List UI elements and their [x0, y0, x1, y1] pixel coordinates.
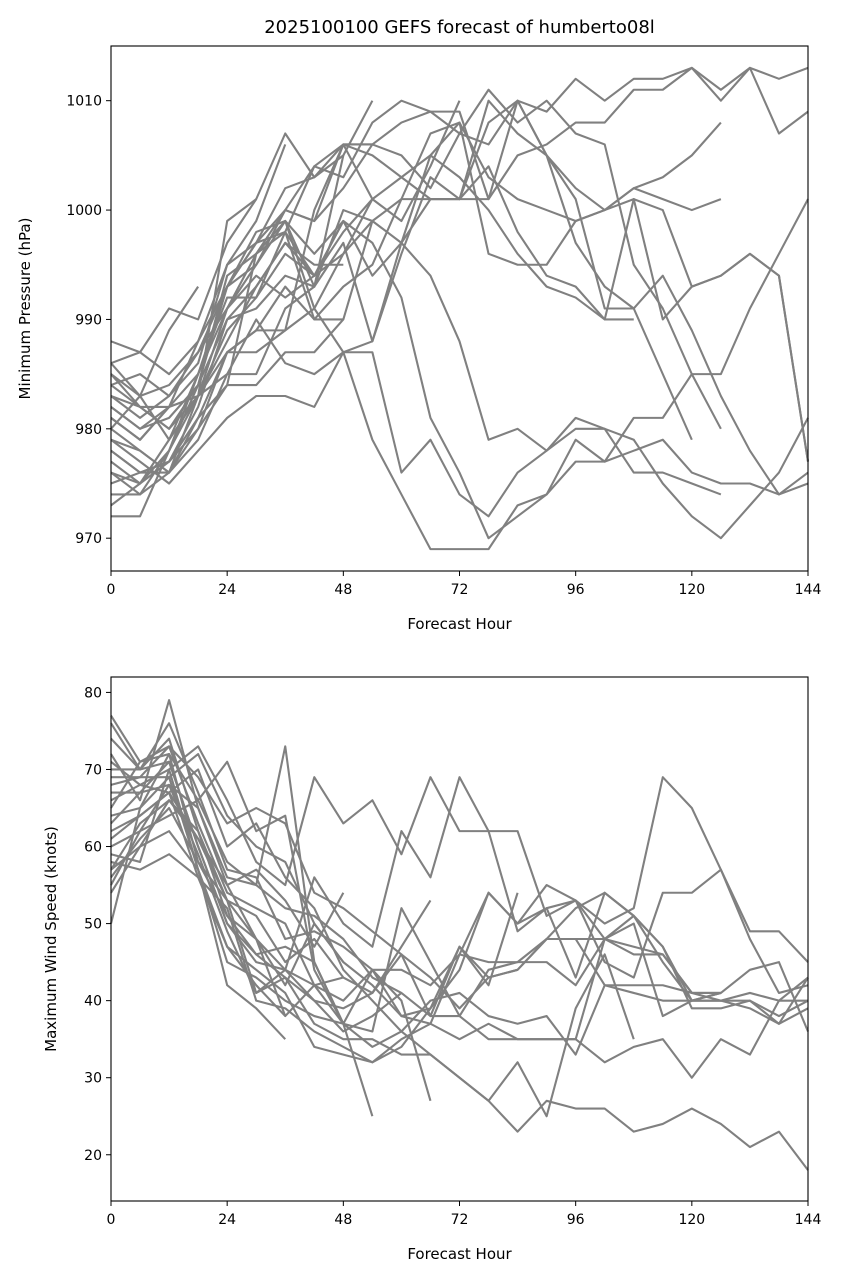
wind-x-tick-label: 0: [107, 1212, 116, 1228]
pressure-y-axis-label: Minimum Pressure (hPa): [16, 218, 34, 400]
wind-series-line-14: [110, 768, 721, 1064]
pressure-x-tick-label: 144: [795, 582, 822, 598]
wind-x-ticks: 0 24 48 72 96 120 144: [107, 1201, 822, 1228]
wind-x-tick-label: 48: [334, 1212, 352, 1228]
wind-series-line-7: [110, 745, 809, 994]
wind-series-group: [109, 699, 809, 1171]
pressure-series-line-21: [110, 219, 345, 398]
pressure-x-tick-label: 72: [451, 582, 469, 598]
wind-series-line-8: [110, 745, 809, 1025]
pressure-series-line-25: [110, 286, 200, 430]
wind-series-line-19: [111, 776, 344, 1025]
pressure-y-tick-label: 1000: [66, 203, 102, 219]
wind-x-tick-label: 144: [795, 1212, 822, 1228]
pressure-x-ticks: 0 24 48 72 96 120 144: [107, 571, 822, 598]
pressure-x-tick-label: 96: [567, 582, 585, 598]
pressure-series-line-9: [110, 351, 809, 551]
wind-y-tick-label: 60: [84, 840, 102, 856]
wind-series-line-22: [110, 806, 345, 987]
wind-series-line-6: [110, 753, 809, 1018]
wind-series-line-20: [110, 760, 344, 1018]
wind-y-tick-label: 20: [84, 1148, 102, 1164]
pressure-x-tick-label: 120: [678, 582, 705, 598]
pressure-y-tick-label: 990: [75, 312, 102, 328]
wind-series-line-23: [110, 830, 287, 1040]
wind-y-tick-label: 50: [84, 917, 102, 933]
chart-title: 2025100100 GEFS forecast of humberto08l: [264, 17, 655, 38]
wind-x-axis-label: Forecast Hour: [407, 1245, 512, 1263]
pressure-x-tick-label: 0: [107, 582, 116, 598]
pressure-plot-frame: [110, 45, 809, 572]
pressure-series-line-19: [110, 198, 374, 474]
wind-y-tick-label: 40: [84, 994, 102, 1010]
pressure-series-group: [110, 66, 810, 551]
wind-series-line-21: [110, 791, 345, 948]
pressure-y-tick-label: 1010: [66, 94, 102, 110]
wind-series-line-9: [111, 722, 809, 1079]
wind-y-tick-label: 70: [84, 762, 102, 778]
wind-plot-frame: [110, 676, 809, 1202]
pressure-x-tick-label: 24: [218, 582, 236, 598]
wind-y-tick-label: 30: [84, 1071, 102, 1087]
pressure-series-line-26: [110, 198, 257, 430]
wind-x-tick-label: 96: [567, 1212, 585, 1228]
wind-series-line-17: [110, 745, 432, 1102]
pressure-y-tick-label: 970: [75, 531, 102, 547]
pressure-x-tick-label: 48: [334, 582, 352, 598]
pressure-series-line-15: [110, 219, 722, 518]
pressure-y-tick-label: 980: [75, 422, 102, 438]
wind-chart: 20 30 40 50 60 70 80 0 24 48 72 96 120 144 Forecast …: [42, 676, 822, 1263]
wind-y-axis-label: Maximum Wind Speed (knots): [42, 826, 60, 1052]
wind-series-line-11: [110, 737, 722, 1025]
wind-series-line-18: [111, 760, 403, 1033]
wind-x-tick-label: 120: [678, 1212, 705, 1228]
wind-y-ticks: 20 30 40 50 60 70 80: [84, 685, 111, 1164]
pressure-series-line-22: [110, 241, 344, 430]
wind-x-tick-label: 24: [218, 1212, 236, 1228]
wind-x-tick-label: 72: [451, 1212, 469, 1228]
wind-series-line-24: [110, 799, 287, 1017]
wind-y-tick-label: 80: [84, 685, 102, 701]
pressure-x-axis-label: Forecast Hour: [407, 615, 512, 633]
wind-series-line-10: [110, 699, 721, 1041]
pressure-series-line-23: [110, 285, 344, 474]
pressure-chart: 2025100100 GEFS forecast of humberto08l …: [16, 17, 821, 633]
pressure-series-line-14: [111, 99, 809, 496]
wind-series-line-15: [110, 853, 519, 1064]
pressure-y-ticks: 970 980 990 1000 1010: [66, 94, 111, 547]
